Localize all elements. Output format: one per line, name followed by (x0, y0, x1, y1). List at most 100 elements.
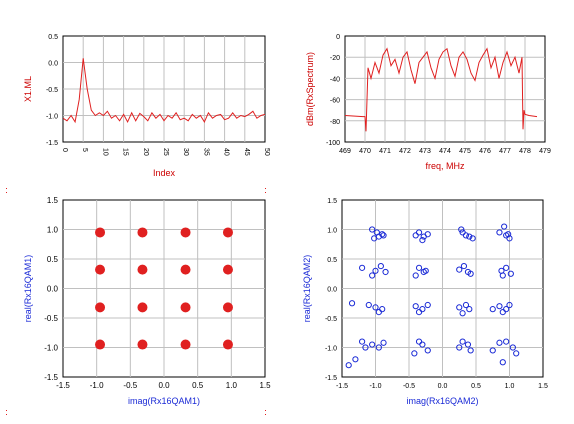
x-tick-label: 0.5 (192, 381, 204, 390)
data-point (507, 270, 514, 277)
x-tick-label: 478 (519, 148, 531, 155)
data-point (369, 226, 376, 233)
x-tick-label: -0.5 (123, 381, 137, 390)
x-tick-label: 0.5 (471, 383, 481, 390)
x-tick-label: 0 (61, 148, 68, 152)
data-point (456, 344, 463, 351)
data-point (365, 301, 372, 309)
data-point (372, 304, 379, 311)
x-tick-label: 471 (379, 148, 391, 155)
data-point (359, 338, 366, 345)
x-tick-label: 1.5 (259, 381, 271, 390)
data-point (424, 301, 431, 309)
y-tick-label: -1.0 (325, 346, 337, 353)
chart-3: 1.5 1.0 0.5 0.0 -0.5 -1.0 -1.5-1.5 -1.0 -0.5 0.0 0… (23, 196, 271, 406)
data-point (180, 227, 191, 238)
data-point (489, 306, 496, 313)
corner-mark (6, 410, 7, 411)
x-tick-label: 1.0 (226, 381, 238, 390)
y-tick-label: 0 (336, 34, 340, 41)
y-tick-label: 0.5 (327, 257, 337, 264)
data-point (467, 270, 474, 277)
data-point (137, 264, 148, 275)
x-tick-label: 10 (101, 148, 108, 156)
x-tick-label: 476 (479, 148, 491, 155)
corner-mark (265, 188, 266, 189)
data-point (466, 233, 473, 240)
y-tick-label: -100 (326, 140, 340, 147)
x-axis-label: freq, MHz (425, 161, 465, 171)
x-tick-label: 470 (359, 148, 371, 155)
y-axis-label: dBm(RxSpectrum) (305, 52, 315, 126)
data-point (222, 264, 233, 275)
y-tick-label: -1.0 (44, 344, 58, 353)
data-point (503, 338, 510, 345)
corner-mark (6, 188, 7, 189)
data-point (489, 347, 496, 354)
x-tick-label: 477 (499, 148, 511, 155)
data-point (496, 229, 503, 236)
data-point (371, 235, 378, 242)
series-line (345, 47, 538, 132)
data-point (222, 339, 233, 350)
x-tick-label: 40 (223, 148, 230, 156)
data-point (377, 262, 384, 270)
data-point (501, 223, 508, 230)
corner-mark (6, 414, 7, 415)
series-group (345, 223, 520, 369)
data-point (415, 309, 423, 316)
data-point (460, 262, 468, 270)
data-point (469, 235, 476, 242)
y-tick-label: 0.0 (47, 285, 59, 294)
data-point (95, 227, 106, 238)
y-tick-label: -20 (330, 55, 340, 62)
y-tick-label: -0.5 (44, 314, 58, 323)
data-point (412, 272, 419, 279)
data-point (415, 229, 423, 236)
series-group (345, 47, 538, 132)
data-point (509, 344, 516, 351)
data-point (424, 347, 431, 354)
series-group (63, 58, 265, 124)
data-point (369, 341, 376, 348)
chart-1: 0.5 0.0 -0.5 -1.0 -1.50 5 10 15 20 25 30 35 40 45 50 In… (23, 34, 270, 178)
y-tick-label: 1.0 (47, 226, 59, 235)
x-tick-label: 30 (182, 148, 189, 156)
x-tick-label: 469 (339, 148, 351, 155)
y-tick-label: -60 (330, 98, 340, 105)
data-point (499, 359, 506, 366)
x-axis-label: Index (153, 168, 176, 178)
data-point (348, 300, 356, 307)
x-tick-label: -1.5 (336, 383, 348, 390)
data-point (506, 235, 513, 242)
data-point (456, 304, 463, 311)
data-point (95, 339, 106, 350)
y-tick-label: 0.0 (327, 287, 337, 294)
data-point (375, 344, 382, 351)
data-point (415, 264, 423, 271)
data-point (95, 302, 106, 313)
series-group (95, 227, 233, 350)
data-point (419, 237, 426, 244)
y-tick-label: -1.5 (46, 140, 58, 147)
x-tick-label: 0.0 (438, 383, 448, 390)
y-tick-label: -1.5 (325, 375, 337, 382)
data-point (380, 339, 387, 346)
x-tick-label: 479 (539, 148, 551, 155)
data-point (375, 309, 382, 316)
x-tick-label: 45 (243, 148, 250, 156)
x-axis-label: imag(Rx16QAM2) (406, 396, 478, 406)
y-axis-label: real(Rx16QAM2) (302, 255, 312, 323)
x-tick-label: 35 (202, 148, 209, 156)
data-point (222, 302, 233, 313)
corner-mark (265, 410, 266, 411)
corner-mark (265, 414, 266, 415)
chart-4: 1.5 1.0 0.5 0.0 -0.5 -1.0 -1.5-1.5 -1.0 -0.5 0.0 0… (302, 198, 548, 406)
data-point (496, 303, 503, 310)
data-point (137, 227, 148, 238)
y-tick-label: 1.5 (47, 196, 59, 205)
y-tick-label: -0.5 (46, 87, 58, 94)
x-axis-label: imag(Rx16QAM1) (128, 396, 200, 406)
y-axis-label: real(Rx16QAM1) (23, 255, 33, 323)
y-tick-label: -0.5 (325, 316, 337, 323)
